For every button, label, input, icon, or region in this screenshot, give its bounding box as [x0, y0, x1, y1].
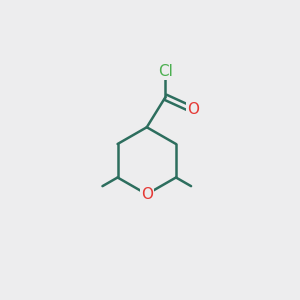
- Text: O: O: [141, 187, 153, 202]
- Text: O: O: [187, 102, 199, 117]
- Text: Cl: Cl: [158, 64, 173, 79]
